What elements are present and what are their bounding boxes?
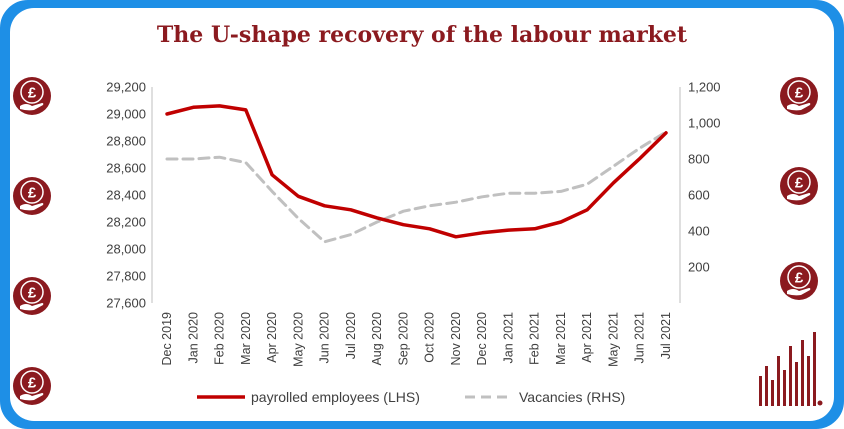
pound-hand-icon: £ — [13, 177, 51, 215]
left-tick-label: 29,200 — [106, 80, 146, 95]
logo-dot — [817, 400, 823, 406]
left-tick-label: 28,400 — [106, 188, 146, 203]
series-line-vacancies — [165, 130, 668, 244]
x-tick-label: Jul 2021 — [659, 312, 673, 359]
left-tick-label: 28,000 — [106, 242, 146, 257]
x-tick-label: Jun 2020 — [318, 312, 332, 363]
right-tick-label: 600 — [688, 188, 710, 203]
svg-text:£: £ — [28, 85, 37, 102]
left-tick-label: 28,200 — [106, 215, 146, 230]
legend-label: Vacancies (RHS) — [519, 389, 625, 405]
svg-text:£: £ — [28, 375, 37, 392]
right-tick-label: 400 — [688, 224, 710, 239]
logo-bar — [765, 366, 768, 406]
x-axis-ticks: Dec 2019 Jan 2020 Feb 2020 Mar 2020 Apr 2020… — [160, 312, 673, 367]
right-tick-label: 1,200 — [688, 80, 721, 95]
x-tick-label: Jan 2021 — [501, 312, 515, 363]
svg-text:£: £ — [795, 85, 804, 102]
x-tick-label: Jun 2021 — [633, 312, 647, 363]
x-tick-label: Mar 2021 — [554, 312, 568, 365]
svg-text:£: £ — [28, 185, 37, 202]
right-axis-ticks: 200 400 600 800 1,000 1,200 — [688, 80, 721, 275]
logo-bar — [795, 362, 798, 406]
pound-hand-icon: £ — [780, 262, 818, 300]
x-tick-label: Apr 2021 — [580, 312, 594, 363]
x-tick-label: May 2020 — [291, 312, 305, 367]
x-tick-label: Jul 2020 — [344, 312, 358, 359]
x-tick-label: Dec 2019 — [160, 312, 174, 366]
x-tick-label: Mar 2020 — [239, 312, 253, 365]
left-tick-label: 29,000 — [106, 107, 146, 122]
logo-bar — [783, 370, 786, 406]
svg-text:£: £ — [28, 285, 37, 302]
x-tick-label: Oct 2020 — [423, 312, 437, 363]
x-tick-label: Sep 2020 — [396, 312, 410, 366]
svg-text:£: £ — [795, 270, 804, 287]
logo-bar — [807, 356, 810, 406]
logo-bar — [759, 376, 762, 406]
pound-hand-icon: £ — [13, 77, 51, 115]
logo-bar — [777, 356, 780, 406]
chart-card — [10, 8, 834, 421]
pound-hand-icon: £ — [780, 77, 818, 115]
pound-hand-icon: £ — [780, 167, 818, 205]
series-line-employees — [165, 104, 668, 239]
right-tick-label: 800 — [688, 152, 710, 167]
left-axis-ticks: 27,600 27,800 28,000 28,200 28,400 28,600 28,8… — [106, 80, 146, 311]
left-tick-label: 27,800 — [106, 269, 146, 284]
x-tick-label: Aug 2020 — [370, 312, 384, 366]
chart-title: The U-shape recovery of the labour marke… — [156, 22, 688, 48]
pound-hand-icon: £ — [13, 367, 51, 405]
svg-text:£: £ — [795, 175, 804, 192]
right-tick-label: 1,000 — [688, 116, 721, 131]
left-tick-label: 28,600 — [106, 161, 146, 176]
right-tick-label: 200 — [688, 260, 710, 275]
x-tick-label: Apr 2020 — [265, 312, 279, 363]
legend-label: payrolled employees (LHS) — [251, 389, 420, 405]
logo-bar — [789, 346, 792, 406]
chart-axes — [151, 87, 681, 303]
logo-bar — [771, 380, 774, 406]
x-tick-label: Feb 2020 — [213, 312, 227, 365]
logo-bar — [813, 332, 816, 406]
x-tick-label: Dec 2020 — [475, 312, 489, 366]
pound-hand-icon: £ — [13, 277, 51, 315]
x-tick-label: Nov 2020 — [449, 312, 463, 366]
x-tick-label: May 2021 — [606, 312, 620, 367]
x-tick-label: Feb 2021 — [528, 312, 542, 365]
left-tick-label: 27,600 — [106, 296, 146, 311]
bar-logo-icon — [759, 332, 823, 406]
logo-bar — [801, 340, 804, 406]
x-tick-label: Jan 2020 — [186, 312, 200, 363]
series-layer — [165, 104, 668, 244]
chart-legend: payrolled employees (LHS) Vacancies (RHS) — [197, 389, 625, 405]
left-tick-label: 28,800 — [106, 134, 146, 149]
